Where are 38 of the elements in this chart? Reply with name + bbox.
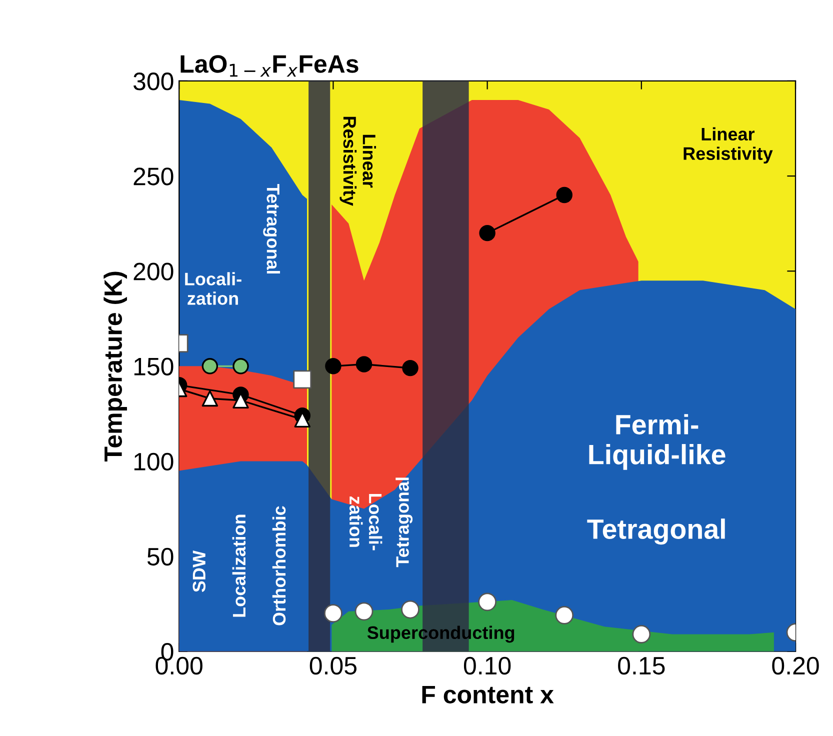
annotation: Localization (232, 514, 246, 617)
point (632, 625, 651, 644)
y-tick-label: 100 (134, 452, 174, 471)
y-tick-label: 250 (134, 168, 174, 186)
point (324, 604, 342, 623)
annotation: Locali- zation (349, 494, 382, 550)
point (479, 224, 496, 242)
x-tick-label: 0.15 (618, 656, 665, 675)
annotation: Linear Resistivity (684, 127, 773, 164)
annotation: Locali- zation (185, 272, 242, 305)
point (556, 186, 572, 204)
point (401, 600, 420, 619)
chart-title: LaO$_{1−x}$F$_{x}$FeAs (180, 55, 358, 77)
annotation: Orthorhombic (272, 506, 286, 626)
annotation: Fermi- Liquid-like (589, 414, 726, 470)
y-axis-title: Temperature (K) (104, 272, 127, 462)
point (555, 606, 574, 624)
y-tick-label: 150 (134, 358, 174, 376)
x-tick-label: 0.20 (772, 656, 819, 675)
y-tick-label: 50 (147, 548, 174, 566)
x-axis-title: F content x (422, 686, 554, 704)
annotation: Tetragonal (587, 518, 725, 545)
point (402, 360, 418, 376)
point (356, 356, 372, 372)
point (202, 390, 218, 407)
point (478, 592, 497, 612)
point (232, 358, 249, 374)
x-tick-label: 0.10 (464, 656, 511, 675)
y-tick-label: 200 (134, 262, 174, 280)
x-tick-label: 0.05 (310, 656, 356, 675)
annotation: Tetragonal (396, 478, 413, 568)
y-tick-label: 300 (133, 72, 174, 90)
point (354, 602, 374, 621)
annotation: Tetragonal (263, 184, 280, 274)
point (325, 358, 342, 374)
annotation: Linear Resistivity (340, 116, 376, 206)
point (202, 358, 218, 374)
annotation: SDW (192, 550, 206, 592)
